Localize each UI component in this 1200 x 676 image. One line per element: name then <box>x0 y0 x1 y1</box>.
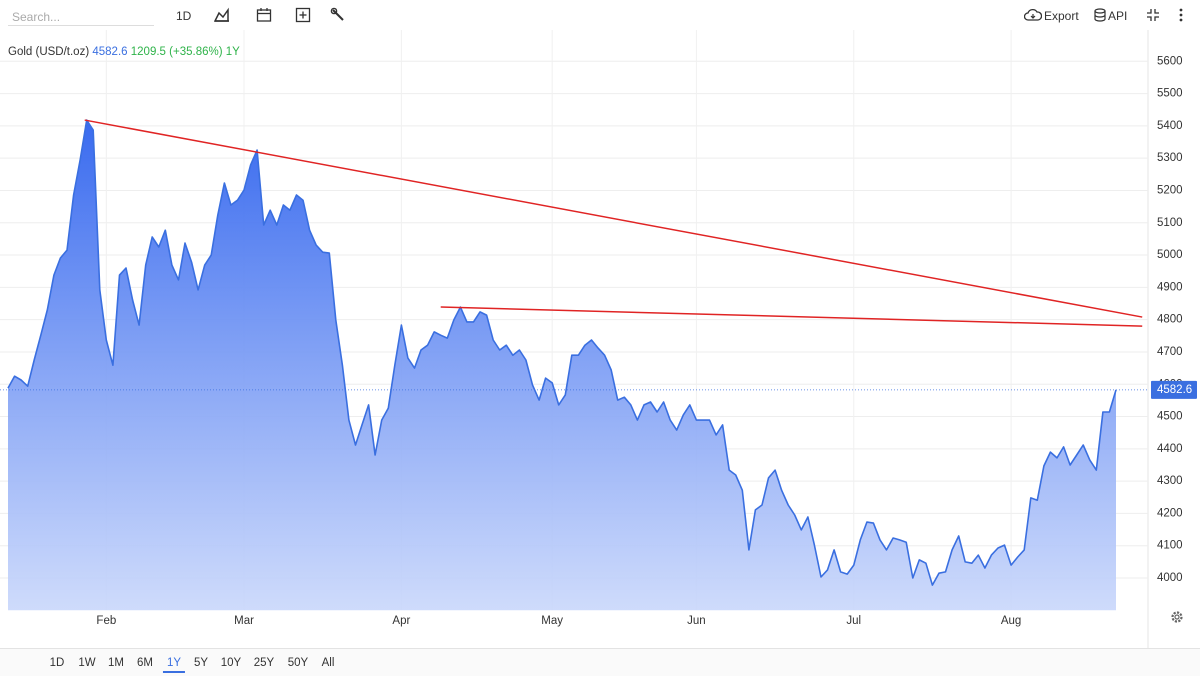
chart: 4000410042004300440045004600470048004900… <box>0 30 1197 648</box>
y-tick-label: 4300 <box>1157 475 1183 487</box>
toolbar: Search... 1D Export API <box>0 0 1200 32</box>
fullscreen-icon[interactable] <box>1146 8 1160 22</box>
menu-icon[interactable] <box>1178 8 1184 22</box>
export-button[interactable]: Export <box>1044 9 1079 23</box>
price-line <box>7 119 1117 586</box>
range-button[interactable]: 10Y <box>220 657 242 669</box>
x-tick-label: Jul <box>846 615 861 627</box>
range-button[interactable]: 1Y <box>162 657 186 673</box>
x-tick-label: Apr <box>392 615 410 627</box>
range-button[interactable]: 1D <box>49 657 65 669</box>
trendline <box>84 119 1143 318</box>
trendline <box>440 306 1143 327</box>
x-tick-label: Aug <box>1001 615 1021 627</box>
period: 1Y <box>225 46 240 58</box>
tools-icon[interactable] <box>330 7 346 23</box>
search-box[interactable]: Search... <box>8 6 154 26</box>
export-icon[interactable] <box>1024 8 1042 22</box>
last-price-tag-bg <box>1151 380 1197 399</box>
range-button[interactable]: 6M <box>137 657 153 669</box>
plot <box>0 119 1148 611</box>
range-button[interactable]: 1M <box>108 657 124 669</box>
y-tick-label: 5600 <box>1157 55 1183 67</box>
axis: 4000410042004300440045004600470048004900… <box>96 55 1197 627</box>
y-tick-label: 4100 <box>1157 540 1183 552</box>
symbol: Gold (USD/t.oz) <box>8 46 90 58</box>
change: 1209.5 <box>130 46 166 58</box>
range-selector: 1D 1W 1M 6M 1Y 5Y 10Y 25Y 50Y All <box>0 648 1200 676</box>
range-button[interactable]: 25Y <box>253 657 275 669</box>
api-icon[interactable] <box>1094 8 1106 22</box>
last-price: 4582.6 <box>92 46 128 58</box>
calendar-icon[interactable] <box>256 7 272 23</box>
x-tick-label: May <box>541 615 563 627</box>
y-tick-label: 5300 <box>1157 152 1183 164</box>
y-tick-label: 4000 <box>1157 572 1183 584</box>
y-tick-label: 5200 <box>1157 185 1183 197</box>
x-tick-label: Mar <box>234 615 254 627</box>
interval-button[interactable]: 1D <box>176 9 192 23</box>
y-tick-label: 5100 <box>1157 217 1183 229</box>
y-tick-label: 4700 <box>1157 346 1183 358</box>
y-tick-label: 4900 <box>1157 281 1183 293</box>
change-percent: (+35.86%) <box>169 46 223 58</box>
y-tick-label: 5000 <box>1157 249 1183 261</box>
settings-icon[interactable] <box>1171 611 1183 623</box>
y-tick-label: 4800 <box>1157 314 1183 326</box>
y-tick-label: 5500 <box>1157 88 1183 100</box>
chart-type-icon[interactable] <box>214 7 230 23</box>
y-tick-label: 4200 <box>1157 507 1183 519</box>
x-tick-label: Jun <box>687 615 706 627</box>
range-button[interactable]: 50Y <box>287 657 309 669</box>
range-button[interactable]: All <box>321 657 335 669</box>
last-price-tag: 4582.6 <box>1157 384 1192 396</box>
add-indicator-icon[interactable] <box>295 7 311 23</box>
range-button[interactable]: 5Y <box>193 657 209 669</box>
area <box>8 120 1116 611</box>
y-tick-label: 4500 <box>1157 411 1183 423</box>
y-tick-label: 4400 <box>1157 443 1183 455</box>
x-tick-label: Feb <box>96 615 116 627</box>
api-button[interactable]: API <box>1108 9 1128 23</box>
range-button[interactable]: 1W <box>78 657 96 669</box>
legend: Gold (USD/t.oz) 4582.6 1209.5 (+35.86%) … <box>8 46 240 58</box>
y-tick-label: 5400 <box>1157 120 1183 132</box>
